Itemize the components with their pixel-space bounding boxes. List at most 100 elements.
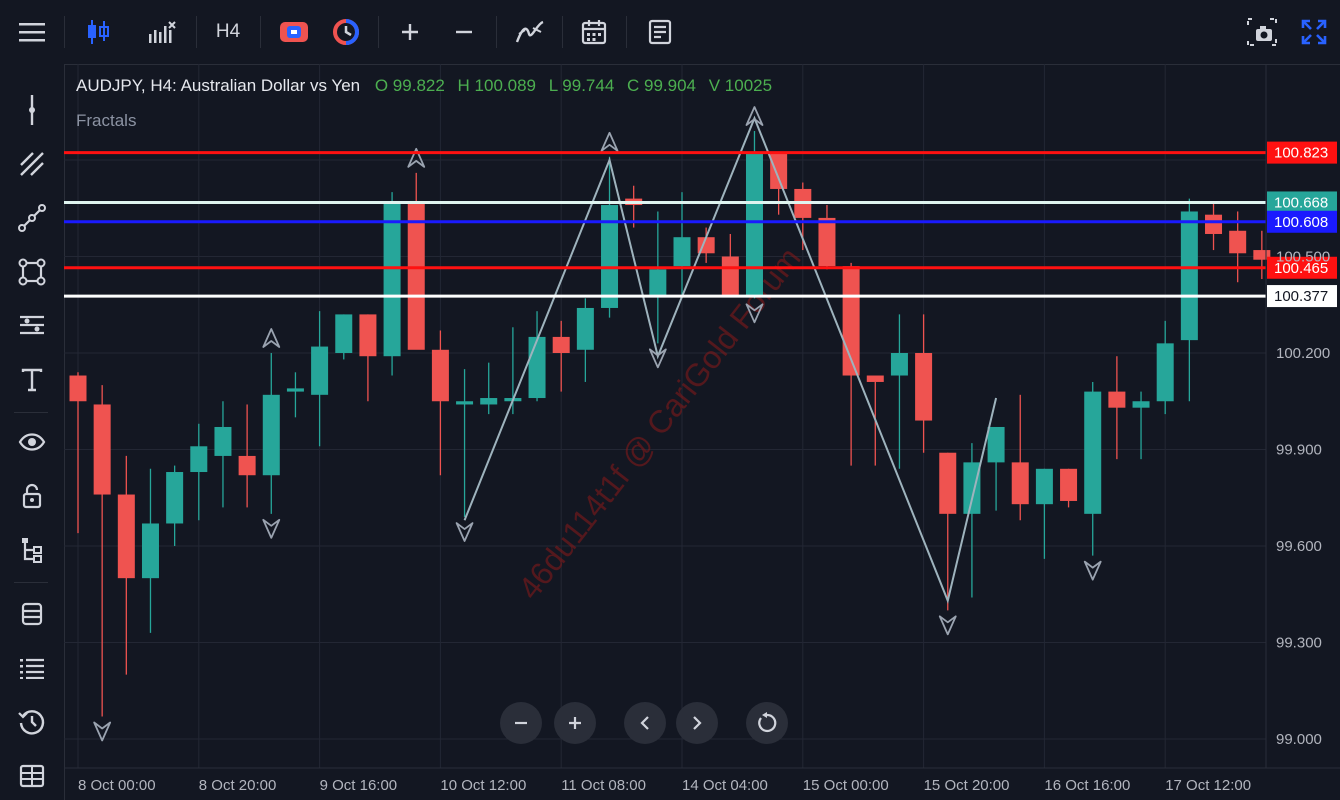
reset-button[interactable] [746,702,788,744]
fractal-down-arrow [745,303,764,324]
lock-icon[interactable] [10,476,54,516]
candle-up [1084,391,1102,514]
drawing-icon[interactable] [510,14,550,50]
price-tag-label: 100.465 [1274,260,1328,277]
price-tag-label: 100.668 [1274,194,1328,211]
indicators-icon[interactable] [144,14,180,50]
candle-up [1180,211,1198,341]
menu-icon[interactable] [14,14,50,50]
candle-down [1060,468,1078,501]
screenshot-icon[interactable] [1242,14,1282,50]
path-icon[interactable] [10,198,54,238]
price-tag-label: 100.608 [1274,214,1328,231]
candle-down [1205,214,1223,234]
text-icon[interactable] [10,360,54,400]
candle-up [1035,468,1053,505]
candle-up [383,201,401,357]
fullscreen-icon[interactable] [1296,14,1332,50]
low-value: L 99.744 [548,76,615,95]
close-value: C 99.904 [627,76,697,95]
candles-icon[interactable] [80,14,116,50]
fractal-down-arrow [938,615,957,636]
candle-down [915,353,933,421]
candles-layer [69,131,1271,717]
fractal-up-arrow [600,131,619,152]
price-tick-label: 100.500 [1276,249,1330,266]
candle-up [335,314,353,353]
candle-down [359,314,377,357]
zoom-out-icon[interactable] [446,14,482,50]
price-tag [1267,191,1337,214]
price-tick-label: 99.600 [1276,538,1322,555]
replay-icon[interactable] [328,14,364,50]
candle-up [214,426,232,456]
candle-up [1132,401,1150,408]
plus-icon [569,717,581,729]
crosshair-icon[interactable] [10,90,54,130]
candle-up [456,401,474,405]
candle-up [649,269,667,296]
candle-down [238,455,256,476]
candle-up [480,398,498,405]
candle-down [69,375,87,402]
chevron-right-icon [693,716,702,730]
minus-icon [515,721,527,725]
chevron-left-icon [640,716,649,730]
compare-icon[interactable] [276,14,312,50]
candle-up [262,394,280,476]
indicator-label-fractals[interactable]: Fractals [76,111,137,130]
candle-up [745,153,763,296]
timeframe-label: H4 [215,21,241,42]
zoom-in-button[interactable] [554,702,596,744]
symbol-title[interactable]: AUDJPY, H4: Australian Dollar vs Yen [76,76,361,95]
price-tag [1267,210,1337,233]
tree-icon[interactable] [10,530,54,570]
candle-up [311,346,329,395]
price-tag [1267,285,1337,308]
candle-down [117,494,135,579]
chart-legend: AUDJPY, H4: Australian Dollar vs Yen O 9… [76,76,780,96]
eye-icon[interactable] [10,422,54,462]
candle-up [890,353,908,376]
candle-down [721,256,739,296]
history-icon[interactable] [10,702,54,742]
scroll-right-button[interactable] [676,702,718,744]
candle-up [576,307,594,350]
price-tick-label: 99.900 [1276,442,1322,459]
notes-icon[interactable] [642,14,678,50]
volume-value: V 10025 [708,76,773,95]
layers-icon[interactable] [10,594,54,634]
fib-icon[interactable] [10,306,54,346]
scroll-left-button[interactable] [624,702,666,744]
candle-up [286,388,304,392]
candle-up [190,446,208,473]
list-icon[interactable] [10,648,54,688]
candle-down [93,404,111,495]
price-tick-label: 100.200 [1276,345,1330,362]
calendar-grid-icon[interactable] [10,756,54,796]
zoom-in-icon[interactable] [392,14,428,50]
horizontal-lines-layer: 100.823 100.668 100.608 100.465 100.377 [64,141,1337,308]
price-axis: 99.000 99.300 99.600 99.900 100.200 100.500 [1265,64,1330,768]
candle-down [1253,250,1271,260]
calendar-icon[interactable] [576,14,612,50]
fractal-down-arrow [455,522,474,542]
open-value: O 99.822 [374,76,445,95]
time-tick-label: 11 Oct 08:00 [561,777,646,794]
fractal-down-arrow [648,348,667,369]
candle-up [963,462,981,514]
shape-icon[interactable] [10,252,54,292]
candle-down [1108,391,1126,408]
reset-icon [758,712,777,733]
time-axis: 8 Oct 00:00 8 Oct 20:00 9 Oct 16:00 10 Oct … [64,767,1340,794]
timeframe-button[interactable]: H4 [208,14,248,50]
price-chart[interactable]: 46du114t1f @ CariGold Forum 100.823100.6… [64,64,1340,800]
price-tick-label: 99.000 [1276,731,1322,748]
trendline-icon[interactable] [10,144,54,184]
price-tag-label: 100.377 [1274,288,1328,305]
zoom-out-button[interactable] [500,702,542,744]
price-tag-label: 100.823 [1274,145,1328,162]
fractal-up-arrow [407,147,426,168]
drawing-sidebar [0,64,65,800]
zigzag-line [463,115,998,604]
